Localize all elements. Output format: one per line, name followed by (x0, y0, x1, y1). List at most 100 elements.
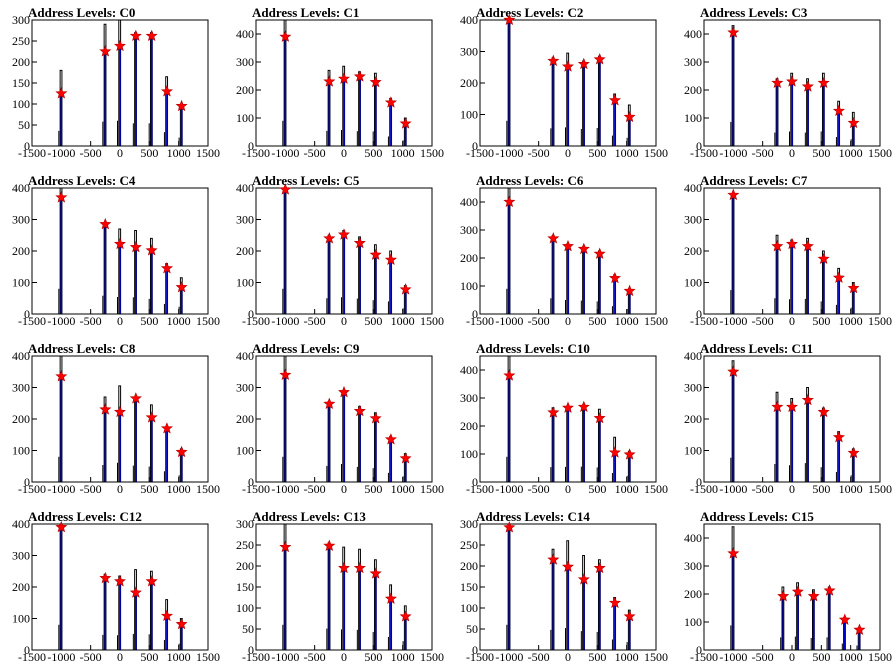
x-tick-label: -1000 (495, 650, 523, 664)
x-tick-label: -500 (752, 650, 774, 664)
peak-marker-star (547, 232, 560, 244)
peak-marker-star (399, 610, 412, 622)
chart-title: Address Levels: C1 (252, 5, 359, 20)
chart-title: Address Levels: C6 (476, 173, 584, 188)
peak-marker-star (129, 392, 142, 404)
peak-marker-star (338, 228, 350, 240)
peak-marker-star (338, 385, 350, 398)
x-tick-label: 0 (117, 650, 123, 664)
chart-panel-c7: Address Levels: C7 0 100 200 300 400 -1500 -100… (672, 168, 896, 336)
x-tick-label: -1500 (690, 314, 718, 328)
y-tick-label: 100 (236, 111, 254, 125)
x-tick-label: -500 (752, 146, 774, 160)
x-tick-label: -500 (528, 650, 550, 664)
y-tick-label: 400 (236, 349, 254, 363)
x-tick-label: 1500 (644, 146, 668, 160)
chart-svg: Address Levels: C10 0 100 200 300 400 -1500 -10… (460, 341, 668, 496)
x-tick-label: 1500 (868, 314, 892, 328)
y-tick-label: 50 (242, 622, 254, 636)
x-tick-label: -500 (80, 650, 102, 664)
x-tick-label: 500 (140, 482, 158, 496)
peak-marker-star (323, 397, 336, 409)
y-tick-label: 0 (248, 475, 254, 489)
peak-marker-star (777, 589, 790, 602)
peak-marker-star (832, 104, 846, 117)
x-tick-label: -1500 (466, 314, 494, 328)
chart-title: Address Levels: C7 (700, 173, 808, 188)
peak-marker-star (160, 261, 173, 274)
peak-marker-star (562, 60, 574, 72)
y-tick-label: 300 (460, 391, 478, 405)
chart-svg: Address Levels: C14 0 50 100 150 200 250 300 -15… (460, 509, 668, 664)
peak-marker-star (562, 239, 574, 252)
chart-svg: Address Levels: C5 0 100 200 300 400 -1500 -100… (236, 173, 444, 328)
peak-marker-star (114, 237, 126, 250)
peak-marker-star (114, 39, 126, 52)
y-tick-label: 200 (12, 412, 30, 426)
peak-marker-star (129, 586, 142, 598)
y-tick-label: 300 (684, 213, 702, 227)
peak-marker-star (577, 400, 590, 413)
chart-panel-c4: Address Levels: C4 0 100 200 300 400 -1500 -100… (0, 168, 224, 336)
x-tick-label: 0 (341, 650, 347, 664)
peak-marker-star (279, 30, 292, 42)
x-tick-label: 1000 (167, 482, 191, 496)
chart-svg: Address Levels: C2 0 100 200 300 400 -1500 -100… (460, 5, 668, 160)
x-tick-label: 1500 (420, 482, 444, 496)
x-tick-label: -500 (304, 482, 326, 496)
x-tick-label: 1500 (196, 482, 220, 496)
y-tick-label: 300 (12, 549, 30, 563)
x-tick-label: -1500 (690, 650, 718, 664)
x-tick-label: -500 (80, 482, 102, 496)
chart-title: Address Levels: C8 (28, 341, 136, 356)
peak-marker-star (503, 13, 516, 26)
x-tick-label: 500 (588, 650, 606, 664)
y-tick-label: 400 (460, 195, 478, 209)
chart-title: Address Levels: C5 (252, 173, 360, 188)
y-tick-label: 100 (684, 615, 702, 629)
x-tick-label: 500 (364, 650, 382, 664)
x-tick-label: -500 (528, 314, 550, 328)
peak-marker-star (145, 411, 158, 423)
peak-marker-star (608, 93, 621, 106)
x-tick-label: -500 (304, 314, 326, 328)
chart-title: Address Levels: C3 (700, 5, 808, 20)
x-tick-label: 500 (588, 482, 606, 496)
x-tick-label: -1000 (271, 650, 299, 664)
peak-marker-star (823, 584, 836, 596)
x-tick-label: -1000 (271, 146, 299, 160)
peak-marker-star (623, 110, 636, 123)
peak-marker-star (817, 252, 830, 264)
x-tick-label: -1000 (47, 146, 75, 160)
y-tick-label: 0 (248, 643, 254, 657)
peak-marker-star (791, 585, 804, 597)
y-tick-label: 100 (460, 108, 478, 122)
chart-panel-c0: Address Levels: C0 0 50 100 150 200 250 300 -150… (0, 0, 224, 168)
peak-marker-star (369, 412, 382, 424)
x-tick-label: 1000 (167, 146, 191, 160)
y-tick-label: 400 (12, 517, 30, 531)
y-tick-label: 300 (12, 213, 30, 227)
y-tick-label: 200 (684, 244, 702, 258)
y-tick-label: 200 (12, 55, 30, 69)
peak-marker-star (727, 547, 740, 559)
x-tick-label: 1500 (420, 314, 444, 328)
peak-marker-star (99, 571, 112, 584)
peak-marker-star (623, 610, 636, 622)
chart-panel-c12: Address Levels: C12 0 100 200 300 400 -1500 -10… (0, 504, 224, 672)
x-tick-label: 1500 (644, 650, 668, 664)
y-tick-label: 0 (472, 643, 478, 657)
x-tick-label: -1500 (466, 482, 494, 496)
peak-marker-star (160, 422, 173, 434)
chart-panel-c8: Address Levels: C8 0 100 200 300 400 -1500 -100… (0, 336, 224, 504)
y-tick-label: 100 (684, 111, 702, 125)
peak-marker-star (145, 244, 158, 256)
y-tick-label: 150 (460, 580, 478, 594)
chart-svg: Address Levels: C11 0 100 200 300 400 -1500 -10… (684, 341, 892, 496)
chart-panel-c13: Address Levels: C13 0 50 100 150 200 250 300 -15… (224, 504, 448, 672)
chart-panel-c15: Address Levels: C15 0 100 200 300 400 -1500 -10… (672, 504, 896, 672)
x-tick-label: -500 (304, 146, 326, 160)
peak-marker-star (384, 253, 397, 265)
x-tick-label: 0 (117, 146, 123, 160)
peak-marker-star (55, 520, 68, 533)
